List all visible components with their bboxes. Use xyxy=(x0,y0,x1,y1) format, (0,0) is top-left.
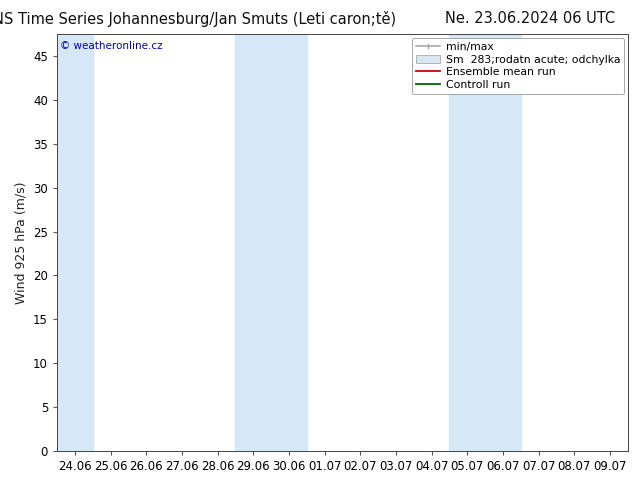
Y-axis label: Wind 925 hPa (m/s): Wind 925 hPa (m/s) xyxy=(15,181,28,304)
Text: Ne. 23.06.2024 06 UTC: Ne. 23.06.2024 06 UTC xyxy=(445,11,615,26)
Bar xyxy=(485,34,521,451)
Text: © weatheronline.cz: © weatheronline.cz xyxy=(60,41,162,50)
Bar xyxy=(271,34,307,451)
Text: ENS Time Series Johannesburg/Jan Smuts (Leti caron;tě): ENS Time Series Johannesburg/Jan Smuts (… xyxy=(0,11,396,27)
Bar xyxy=(57,34,93,451)
Bar xyxy=(450,34,485,451)
Legend: min/max, Sm  283;rodatn acute; odchylka, Ensemble mean run, Controll run: min/max, Sm 283;rodatn acute; odchylka, … xyxy=(412,38,624,95)
Bar xyxy=(235,34,271,451)
